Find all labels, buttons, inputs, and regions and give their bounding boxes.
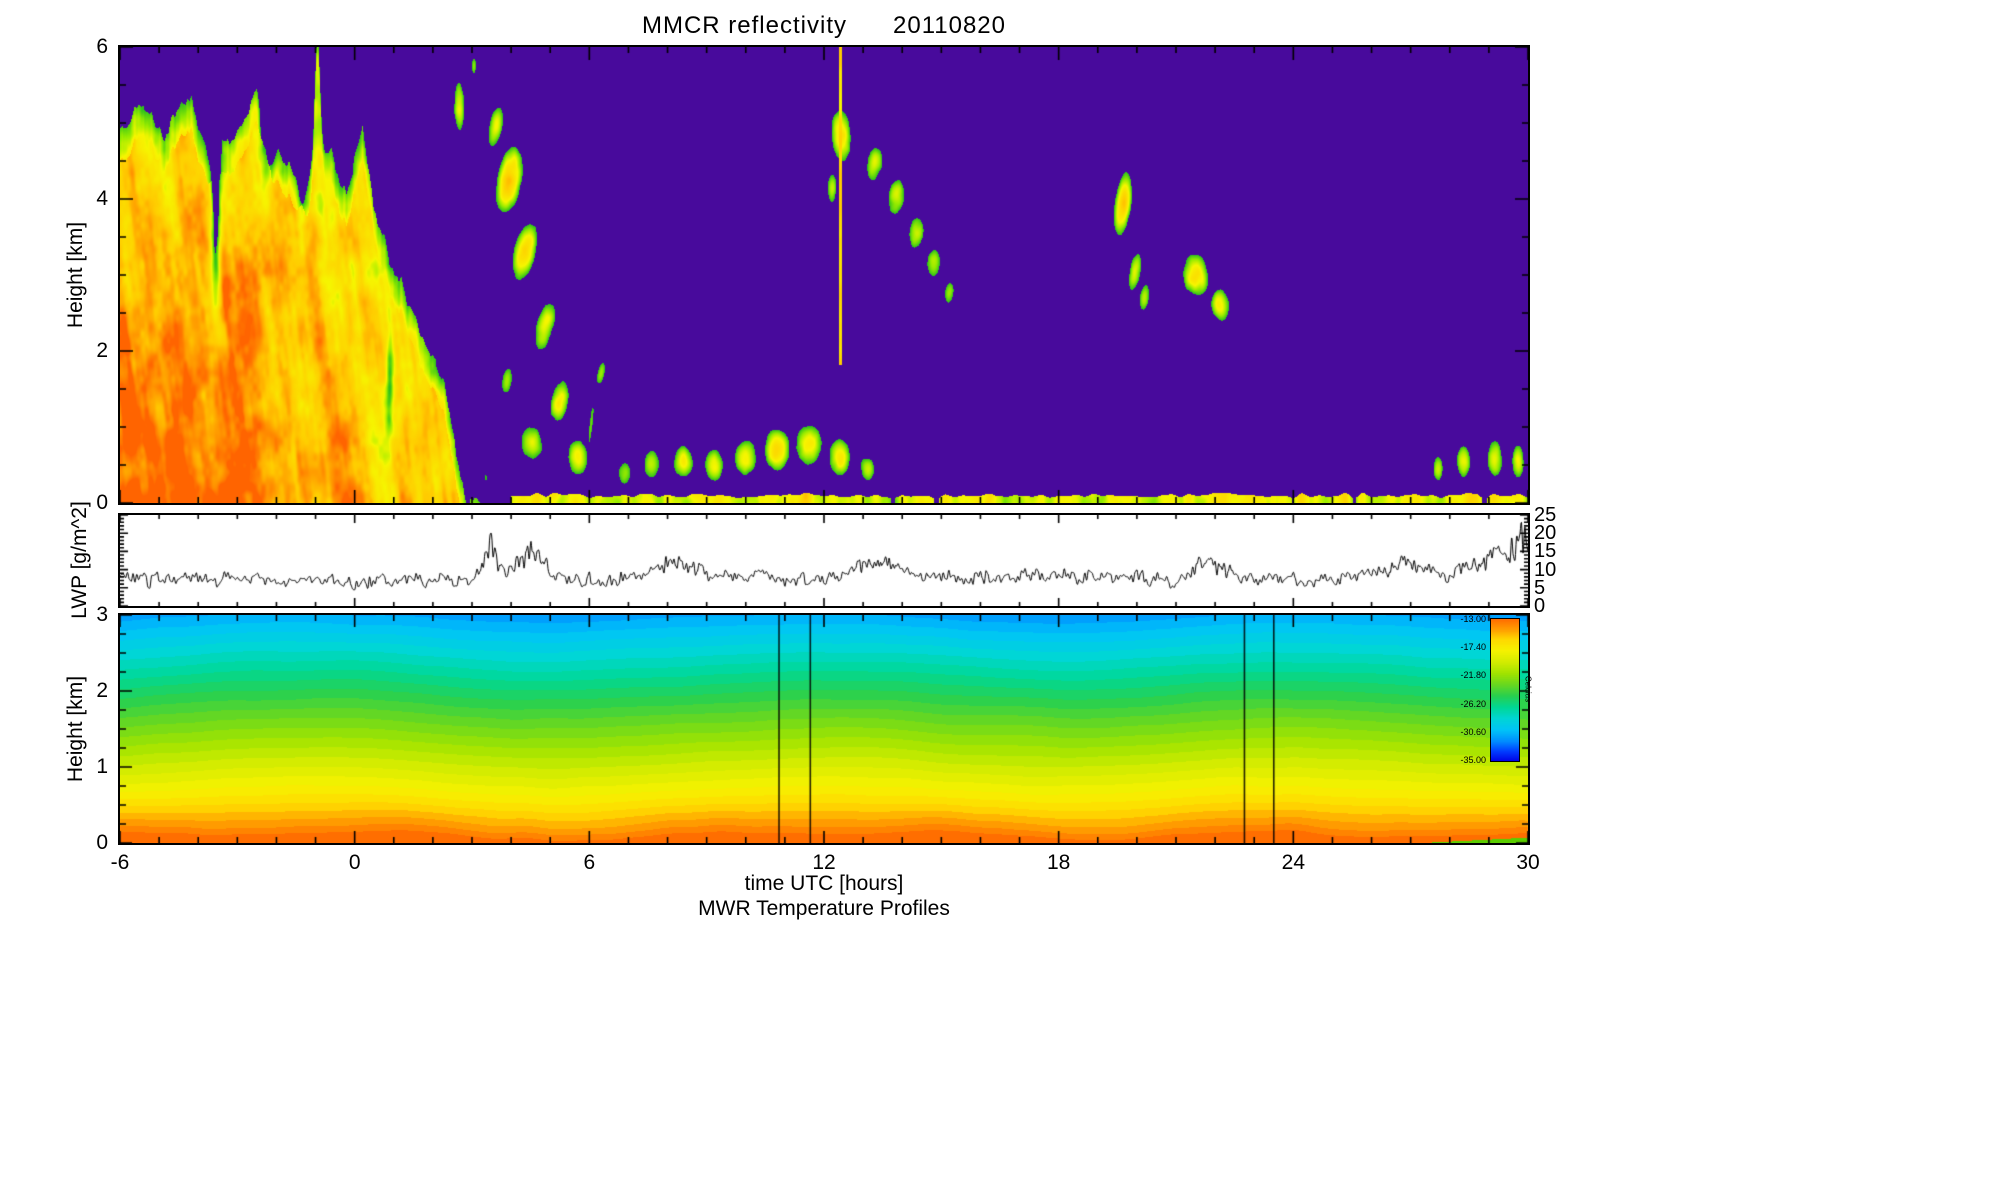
lwp-y-tick-label: 0 xyxy=(1534,595,1546,617)
figure-subtitle: MWR Temperature Profiles xyxy=(698,897,950,920)
mwr-temperature-heatmap xyxy=(120,615,1528,843)
mwr-y-tick-label: 3 xyxy=(96,603,108,626)
x-tick-label: 24 xyxy=(1281,851,1305,874)
temperature-colorbar xyxy=(1490,618,1520,762)
colorbar-tick-label: -21.80 xyxy=(1460,670,1486,681)
x-tick-label: -6 xyxy=(110,851,130,874)
colorbar-unit-label: Celcius xyxy=(1523,675,1533,703)
colorbar-tick-label: -35.00 xyxy=(1460,755,1486,765)
x-tick-label: 12 xyxy=(812,851,836,874)
colorbar-tick-label: -30.60 xyxy=(1460,726,1486,737)
mwr-y-tick-label: 2 xyxy=(96,679,108,702)
temperature-colorbar-gradient xyxy=(1491,619,1519,761)
lwp-y-tick-label: 10 xyxy=(1534,558,1557,581)
mmcr-y-tick-label: 2 xyxy=(96,339,108,362)
x-tick-label: 30 xyxy=(1516,851,1540,874)
figure-title: MMCR reflectivity 20110820 xyxy=(641,12,1006,39)
lwp-y-tick-label: 20 xyxy=(1534,522,1557,545)
lwp-y-axis-label: LWP [g/m^2] xyxy=(68,501,91,619)
x-tick-label: 18 xyxy=(1046,851,1071,874)
mmcr-reflectivity-heatmap xyxy=(120,47,1528,503)
mmcr-y-tick-label: 4 xyxy=(96,187,108,210)
mwr-y-tick-label: 0 xyxy=(96,831,108,854)
mmcr-y-tick-label: 6 xyxy=(96,35,108,58)
lwp-line-plot xyxy=(120,515,1528,606)
lwp-y-tick-label: 15 xyxy=(1534,540,1557,563)
mwr-y-tick-label: 1 xyxy=(96,755,108,778)
mmcr-y-axis-label: Height [km] xyxy=(64,221,87,329)
lwp-panel xyxy=(118,513,1530,608)
x-axis-label: time UTC [hours] xyxy=(744,872,904,895)
mwr-temperature-panel xyxy=(118,613,1530,845)
mmcr-y-tick-label: 0 xyxy=(96,491,108,514)
x-tick-label: 6 xyxy=(583,851,596,874)
lwp-y-tick-label: 25 xyxy=(1534,504,1557,526)
colorbar-tick-label: -17.40 xyxy=(1460,642,1486,653)
lwp-y-tick-label: 5 xyxy=(1534,576,1546,599)
colorbar-tick-label: -26.20 xyxy=(1460,698,1486,709)
x-tick-label: 0 xyxy=(348,851,361,874)
colorbar-tick-label: -13.00 xyxy=(1460,614,1486,624)
mmcr-reflectivity-panel xyxy=(118,45,1530,505)
